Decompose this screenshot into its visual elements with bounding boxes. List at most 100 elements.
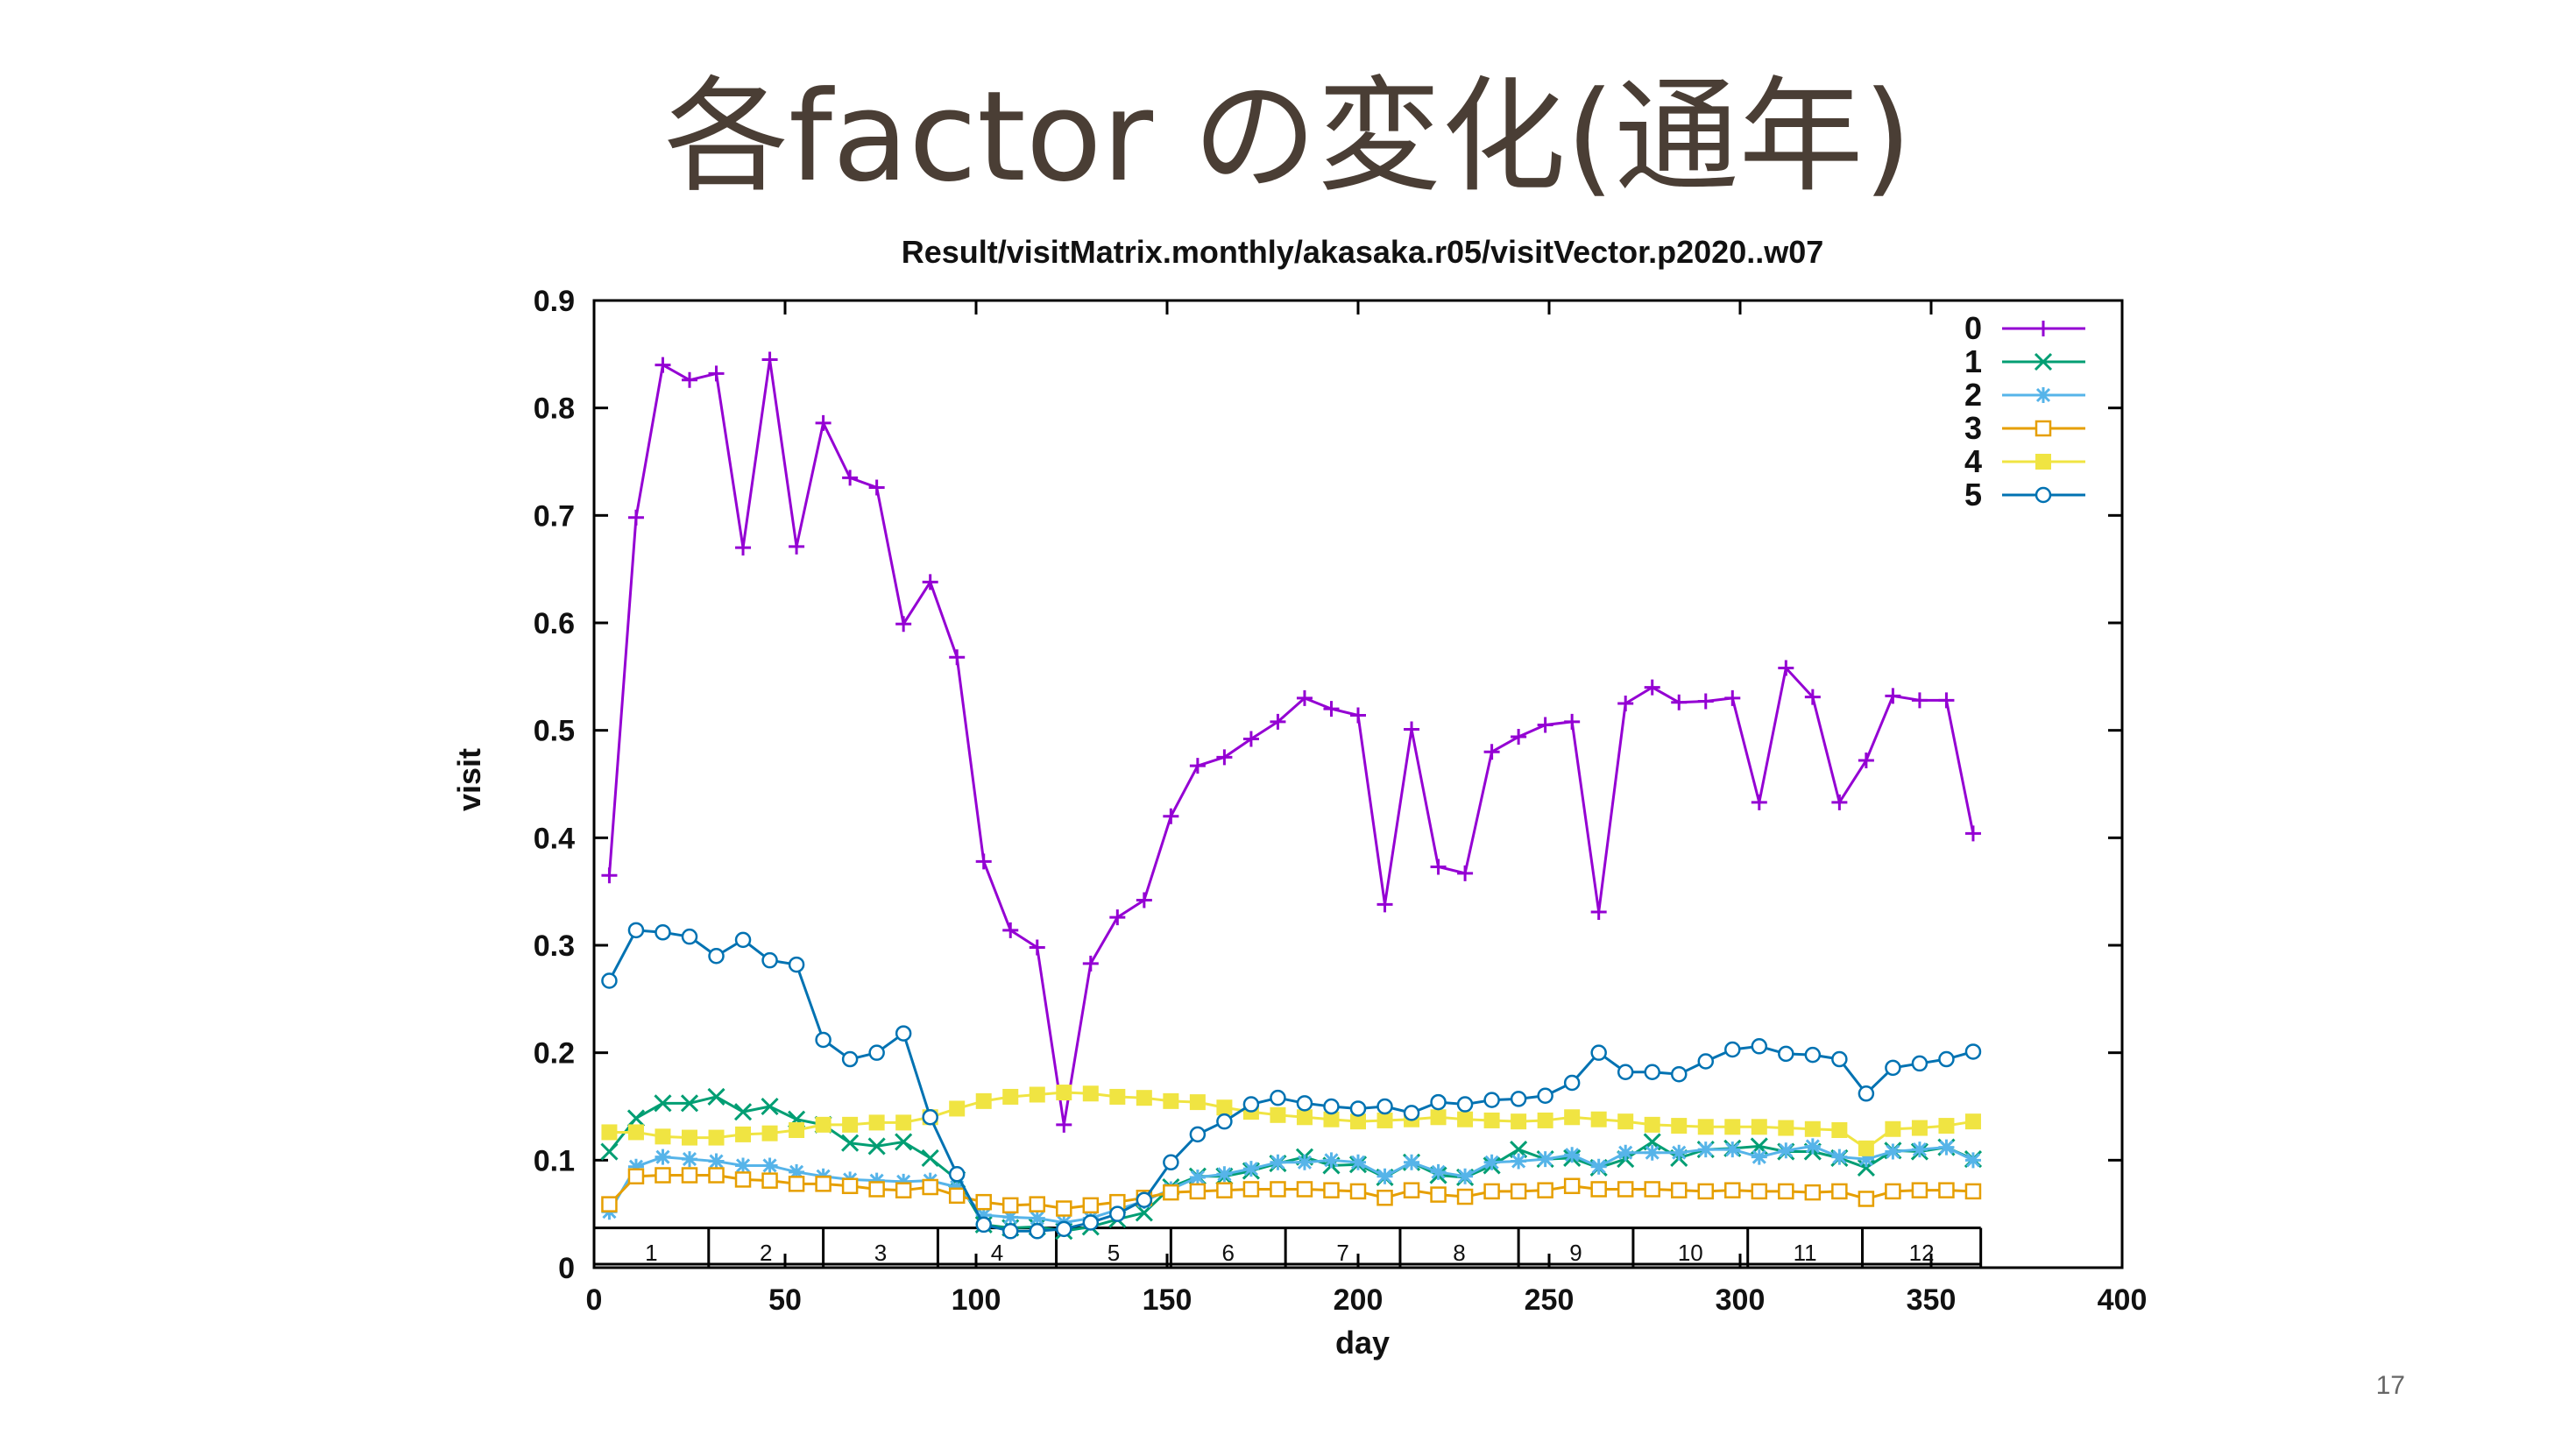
y-tick-label: 0.1	[534, 1144, 575, 1177]
month-label: 6	[1222, 1240, 1235, 1266]
data-point	[1189, 1126, 1207, 1143]
data-point	[1724, 1041, 1741, 1058]
legend-label: 3	[1964, 410, 1982, 446]
data-point	[1671, 1118, 1688, 1134]
data-point	[1564, 1147, 1581, 1163]
data-point	[2035, 387, 2051, 403]
data-point	[708, 948, 725, 965]
data-point	[1270, 1154, 1286, 1170]
data-point	[2034, 352, 2053, 371]
series-3	[601, 1167, 1982, 1217]
data-point	[1804, 689, 1821, 705]
data-point	[761, 1097, 779, 1116]
data-point	[922, 1109, 938, 1126]
data-point	[1751, 1119, 1767, 1135]
data-point	[1242, 1096, 1260, 1113]
data-point	[1430, 1109, 1447, 1126]
data-point	[1270, 1181, 1286, 1198]
data-point	[1911, 1142, 1928, 1158]
data-point	[1483, 1112, 1500, 1128]
data-point	[1670, 1182, 1688, 1198]
data-point	[1001, 1197, 1019, 1214]
data-point	[867, 1137, 886, 1156]
data-point	[1376, 1112, 1393, 1128]
data-point	[761, 1125, 778, 1142]
month-label: 9	[1569, 1240, 1582, 1266]
y-tick-label: 0.7	[534, 499, 575, 533]
data-point	[1644, 1064, 1660, 1080]
data-point	[1858, 1151, 1874, 1168]
data-point	[681, 1167, 698, 1184]
legend-label: 4	[1964, 443, 1982, 479]
data-point	[1404, 1154, 1420, 1170]
data-point	[1831, 1183, 1848, 1200]
legend-entry-1: 1	[1964, 343, 2085, 379]
legend-label: 0	[1964, 310, 1982, 346]
data-point	[654, 1094, 672, 1113]
legend-entry-5: 5	[1964, 477, 2085, 512]
data-point	[1136, 1191, 1153, 1208]
data-point	[841, 1050, 859, 1068]
data-point	[627, 922, 645, 939]
data-point	[655, 357, 671, 373]
data-point	[975, 853, 992, 870]
data-point	[1858, 753, 1874, 769]
data-point	[1430, 1093, 1447, 1111]
data-point	[681, 928, 698, 945]
data-point	[1296, 1109, 1313, 1126]
data-point	[682, 371, 697, 388]
data-point	[1456, 1188, 1474, 1205]
data-point	[1376, 1168, 1393, 1184]
data-point	[1296, 1181, 1313, 1198]
data-point	[1189, 758, 1206, 774]
data-point	[1804, 1138, 1821, 1155]
data-point	[1483, 1092, 1500, 1108]
data-point	[1964, 825, 1981, 842]
legend-entry-4: 4	[1964, 443, 2085, 479]
data-point	[1376, 896, 1393, 913]
data-point	[1804, 1184, 1822, 1201]
data-point	[1670, 1065, 1688, 1083]
data-point	[1376, 1098, 1393, 1115]
data-point	[1938, 1139, 1955, 1156]
data-point	[868, 1114, 885, 1131]
data-point	[1323, 701, 1340, 717]
data-point	[1323, 1098, 1340, 1115]
data-point	[708, 1153, 725, 1170]
data-point	[815, 1116, 832, 1133]
data-point	[1911, 1182, 1928, 1198]
data-point	[841, 1134, 860, 1152]
y-tick-label: 0.4	[534, 822, 575, 855]
month-label: 3	[874, 1240, 887, 1266]
data-point	[1671, 694, 1688, 710]
data-point	[761, 951, 778, 969]
data-point	[1885, 688, 1901, 704]
data-point	[1885, 1143, 1901, 1160]
data-point	[1483, 744, 1500, 760]
data-point	[761, 1157, 778, 1174]
x-tick-label: 350	[1907, 1283, 1957, 1317]
data-point	[815, 1176, 832, 1192]
data-point	[1457, 865, 1474, 881]
data-point	[1964, 1152, 1981, 1169]
series-4	[601, 1085, 1981, 1156]
series-1	[600, 1087, 1983, 1240]
data-point	[1216, 1113, 1233, 1130]
data-point	[1349, 1183, 1367, 1200]
data-point	[601, 972, 618, 989]
data-point	[1911, 692, 1928, 709]
data-point	[975, 1193, 992, 1211]
data-point	[1483, 1183, 1500, 1200]
data-point	[1483, 1154, 1500, 1170]
data-point	[655, 924, 671, 941]
series-layer	[600, 351, 1983, 1240]
data-point	[600, 1142, 619, 1161]
data-point	[1831, 1149, 1848, 1165]
y-tick-label: 0.3	[534, 929, 575, 963]
data-point	[1109, 1205, 1126, 1222]
data-point	[1136, 1090, 1152, 1106]
data-point	[975, 1092, 992, 1109]
data-point	[1964, 1183, 1982, 1200]
data-point	[680, 1094, 699, 1113]
x-axis-label: day	[1335, 1325, 1390, 1361]
